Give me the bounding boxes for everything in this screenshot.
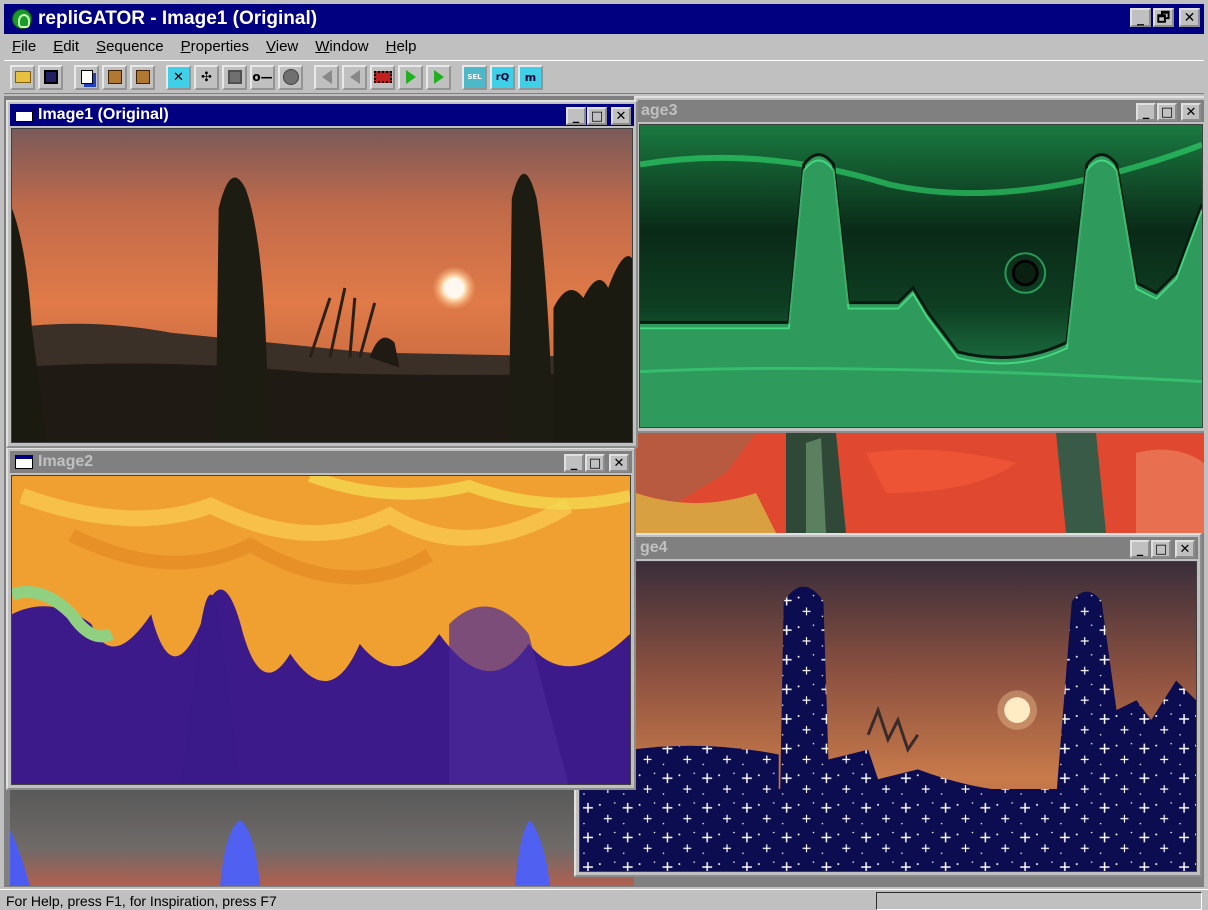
image1-window[interactable]: Image1 (Original) _ □ ✕ bbox=[6, 100, 638, 448]
select-icon: ✕ bbox=[173, 70, 184, 85]
prev-frame-icon bbox=[350, 70, 360, 84]
key-tool-button[interactable]: o— bbox=[250, 65, 275, 90]
image1-sunset-photo bbox=[12, 129, 632, 442]
target-tool-button[interactable]: ✣ bbox=[194, 65, 219, 90]
target-icon: ✣ bbox=[201, 70, 212, 85]
first-frame-icon bbox=[322, 70, 332, 84]
toolbar: ✕ ✣ o— SEL rQ m bbox=[4, 60, 1204, 94]
menu-bar: File Edit Sequence Properties View Windo… bbox=[4, 36, 426, 58]
image3-canvas[interactable] bbox=[639, 124, 1203, 428]
image3-title: age3 bbox=[641, 102, 677, 120]
image3-window[interactable]: age3 _ □ ✕ bbox=[634, 96, 1204, 433]
m-icon: m bbox=[525, 71, 536, 84]
image3-maximize-button[interactable]: □ bbox=[1157, 103, 1177, 121]
paste-special-icon bbox=[136, 70, 150, 84]
status-text: For Help, press F1, for Inspiration, pre… bbox=[6, 893, 277, 909]
image4-title: ge4 bbox=[640, 539, 668, 557]
image1-minimize-button[interactable]: _ bbox=[566, 107, 586, 125]
last-frame-button[interactable] bbox=[426, 65, 451, 90]
sel-icon: SEL bbox=[467, 73, 481, 81]
image2-title: Image2 bbox=[38, 453, 93, 471]
mask-tool-button[interactable] bbox=[222, 65, 247, 90]
next-frame-icon bbox=[406, 70, 416, 84]
image4-maximize-button[interactable]: □ bbox=[1151, 540, 1171, 558]
main-minimize-button[interactable]: _ bbox=[1130, 8, 1151, 27]
image3-minimize-button[interactable]: _ bbox=[1136, 103, 1156, 121]
bottom-left-image-fragment bbox=[10, 790, 634, 886]
image2-close-button[interactable]: ✕ bbox=[609, 454, 629, 472]
image2-painterly-image bbox=[12, 476, 630, 784]
window-icon bbox=[15, 455, 33, 469]
middle-right-image-fragment bbox=[636, 433, 1204, 533]
last-frame-icon bbox=[434, 70, 444, 84]
save-button[interactable] bbox=[38, 65, 63, 90]
image1-title: Image1 (Original) bbox=[38, 106, 169, 124]
main-restore-button[interactable]: 🗗 bbox=[1153, 8, 1174, 27]
mdi-workspace[interactable]: age3 _ □ ✕ bbox=[4, 96, 1204, 887]
paste-special-button[interactable] bbox=[130, 65, 155, 90]
image4-minimize-button[interactable]: _ bbox=[1130, 540, 1150, 558]
save-icon bbox=[44, 70, 58, 84]
app-logo-icon[interactable] bbox=[12, 9, 32, 29]
image3-close-button[interactable]: ✕ bbox=[1181, 103, 1201, 121]
rq-button[interactable]: rQ bbox=[490, 65, 515, 90]
copy-button[interactable] bbox=[74, 65, 99, 90]
image2-window[interactable]: Image2 _ □ ✕ bbox=[6, 447, 636, 790]
next-frame-button[interactable] bbox=[398, 65, 423, 90]
key-icon: o— bbox=[252, 70, 272, 84]
image2-window-buttons: _ □ ✕ bbox=[564, 454, 629, 472]
menu-properties[interactable]: Properties bbox=[173, 36, 258, 58]
menu-help[interactable]: Help bbox=[378, 36, 426, 58]
image3-window-buttons: _ □ ✕ bbox=[1136, 103, 1201, 121]
image2-canvas[interactable] bbox=[11, 475, 631, 785]
open-button[interactable] bbox=[10, 65, 35, 90]
sphere-tool-button[interactable] bbox=[278, 65, 303, 90]
sel-button[interactable]: SEL bbox=[462, 65, 487, 90]
main-close-button[interactable]: ✕ bbox=[1179, 8, 1200, 27]
menu-view[interactable]: View bbox=[258, 36, 307, 58]
film-button[interactable] bbox=[370, 65, 395, 90]
status-bar: For Help, press F1, for Inspiration, pre… bbox=[0, 889, 1208, 910]
image1-maximize-button[interactable]: □ bbox=[587, 107, 607, 125]
image3-edge-filter-image bbox=[640, 125, 1202, 427]
image3-title-bar[interactable]: age3 _ □ ✕ bbox=[638, 100, 1204, 122]
image2-minimize-button[interactable]: _ bbox=[564, 454, 584, 472]
image1-title-bar[interactable]: Image1 (Original) _ □ ✕ bbox=[10, 104, 634, 126]
m-button[interactable]: m bbox=[518, 65, 543, 90]
image4-title-bar[interactable]: ge4 _ □ ✕ bbox=[578, 537, 1198, 559]
menu-file[interactable]: File bbox=[4, 36, 45, 58]
copy-icon bbox=[81, 70, 93, 84]
paste-button[interactable] bbox=[102, 65, 127, 90]
window-icon bbox=[15, 108, 33, 122]
mask-icon bbox=[228, 70, 242, 84]
main-caption-buttons: _ 🗗 ✕ bbox=[1130, 8, 1200, 27]
image4-starfield-image bbox=[580, 562, 1196, 871]
image1-close-button[interactable]: ✕ bbox=[611, 107, 631, 125]
menu-edit[interactable]: Edit bbox=[45, 36, 88, 58]
rq-icon: rQ bbox=[496, 72, 509, 83]
main-title-bar[interactable]: repliGATOR - Image1 (Original) _ 🗗 ✕ bbox=[4, 4, 1204, 34]
image4-canvas[interactable] bbox=[579, 561, 1197, 872]
image1-canvas[interactable] bbox=[11, 128, 633, 443]
status-pane bbox=[876, 892, 1202, 910]
first-frame-button[interactable] bbox=[314, 65, 339, 90]
sphere-icon bbox=[283, 69, 299, 85]
select-tool-button[interactable]: ✕ bbox=[166, 65, 191, 90]
prev-frame-button[interactable] bbox=[342, 65, 367, 90]
app-title: repliGATOR - Image1 (Original) bbox=[38, 8, 317, 30]
film-icon bbox=[374, 71, 392, 83]
image2-maximize-button[interactable]: □ bbox=[585, 454, 605, 472]
open-icon bbox=[15, 71, 31, 83]
image2-title-bar[interactable]: Image2 _ □ ✕ bbox=[10, 451, 632, 473]
menu-sequence[interactable]: Sequence bbox=[88, 36, 173, 58]
paste-icon bbox=[108, 70, 122, 84]
menu-window[interactable]: Window bbox=[307, 36, 377, 58]
image1-window-buttons: _ □ ✕ bbox=[566, 107, 631, 125]
image4-window[interactable]: ge4 _ □ ✕ bbox=[574, 533, 1202, 877]
image4-close-button[interactable]: ✕ bbox=[1175, 540, 1195, 558]
image4-window-buttons: _ □ ✕ bbox=[1130, 540, 1195, 558]
